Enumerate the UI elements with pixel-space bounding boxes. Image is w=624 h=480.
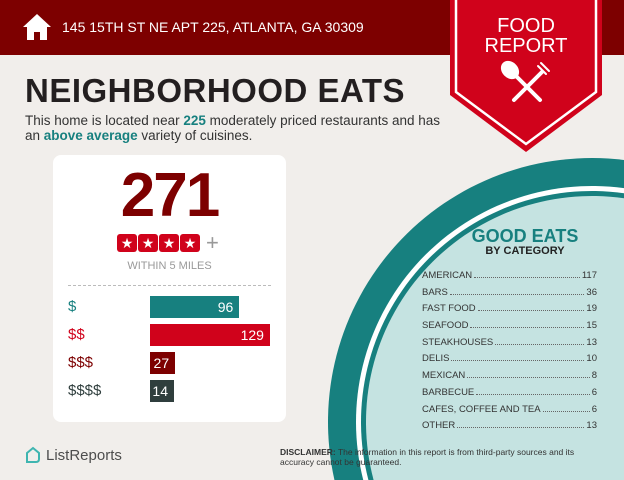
restaurant-total: 271 <box>120 161 220 230</box>
price-bar: 27 <box>150 352 176 374</box>
price-label: $ <box>68 298 77 315</box>
divider <box>68 285 271 286</box>
home-icon <box>23 14 51 40</box>
category-row: BARBECUE 6 <box>422 387 597 404</box>
leader-dots <box>542 404 590 412</box>
food-report-badge <box>450 0 602 152</box>
leader-dots <box>457 420 585 429</box>
price-label: $$$ <box>68 354 94 371</box>
price-label: $$ <box>68 326 85 343</box>
leader-dots <box>476 387 590 395</box>
price-bar: 129 <box>150 324 270 346</box>
category-row: AMERICAN 117 <box>422 270 597 287</box>
category-count: 117 <box>581 270 597 281</box>
price-bar: 96 <box>150 296 240 318</box>
leader-dots <box>467 370 590 379</box>
price-row: $$$$ 14 <box>68 380 278 402</box>
good-eats-subtitle: BY CATEGORY <box>485 245 565 257</box>
price-bar: 14 <box>150 380 174 402</box>
category-row: MEXICAN 8 <box>422 370 597 387</box>
category-count: 6 <box>591 403 597 415</box>
category-row: BARS 36 <box>422 287 597 304</box>
category-count: 10 <box>586 353 597 365</box>
badge-title: FOOD REPORT <box>484 15 568 57</box>
category-name: CAFES, COFFEE AND TEA <box>422 403 541 415</box>
category-row: FAST FOOD 19 <box>422 303 597 320</box>
category-count: 13 <box>586 336 597 348</box>
address-text: 145 15TH ST NE APT 225, ATLANTA, GA 3030… <box>62 19 364 35</box>
category-count: 36 <box>586 286 597 298</box>
price-row: $96 <box>68 296 278 318</box>
category-count: 13 <box>586 420 597 432</box>
star-icon: ★ <box>180 234 200 252</box>
category-name: STEAKHOUSES <box>422 336 494 348</box>
plus-sign: + <box>206 230 219 255</box>
intro-text: This home is located near 225 moderately… <box>25 113 441 143</box>
star-rating: ★ ★ ★ ★ + <box>117 230 219 255</box>
category-name: BARBECUE <box>422 386 475 398</box>
good-eats-title: GOOD EATS <box>471 226 579 246</box>
leader-dots <box>474 270 580 278</box>
category-row: DELIS 10 <box>422 353 597 370</box>
category-count: 15 <box>586 320 597 332</box>
price-label: $$$$ <box>68 382 102 399</box>
star-icon: ★ <box>138 234 158 252</box>
category-name: FAST FOOD <box>422 303 476 315</box>
category-row: STEAKHOUSES 13 <box>422 337 597 354</box>
category-count: 8 <box>591 370 597 382</box>
price-row: $$ 129 <box>68 324 278 346</box>
page-title: NEIGHBORHOOD EATS <box>25 72 406 109</box>
disclaimer: DISCLAIMER: The information in this repo… <box>280 447 575 467</box>
category-count: 6 <box>591 386 597 398</box>
leader-dots <box>451 353 585 362</box>
category-count: 19 <box>586 303 597 315</box>
plate-center <box>366 196 624 480</box>
category-name: MEXICAN <box>422 370 466 382</box>
star-icon: ★ <box>159 234 179 252</box>
within-label: WITHIN 5 MILES <box>127 260 212 272</box>
category-row: SEAFOOD 15 <box>422 320 597 337</box>
star-icon: ★ <box>117 234 137 252</box>
category-row: OTHER 13 <box>422 420 597 437</box>
category-name: OTHER <box>422 420 456 432</box>
leader-dots <box>495 337 585 345</box>
category-name: BARS <box>422 286 448 298</box>
leader-dots <box>470 320 585 329</box>
summary-card <box>53 155 286 422</box>
spoon-fork-icon <box>500 60 550 102</box>
price-row: $$$ 27 <box>68 352 278 374</box>
category-name: DELIS <box>422 353 450 365</box>
category-list: AMERICAN 117 BARS 36 FAST FOOD 19 SEAFOOD 15 STE… <box>422 270 597 437</box>
leader-dots <box>449 287 585 295</box>
category-row: CAFES, COFFEE AND TEA 6 <box>422 404 597 421</box>
leader-dots <box>477 303 585 312</box>
listreports-logo-icon <box>26 446 40 463</box>
category-name: SEAFOOD <box>422 320 469 332</box>
category-name: AMERICAN <box>422 270 473 281</box>
listreports-logo: ListReports <box>24 446 122 464</box>
